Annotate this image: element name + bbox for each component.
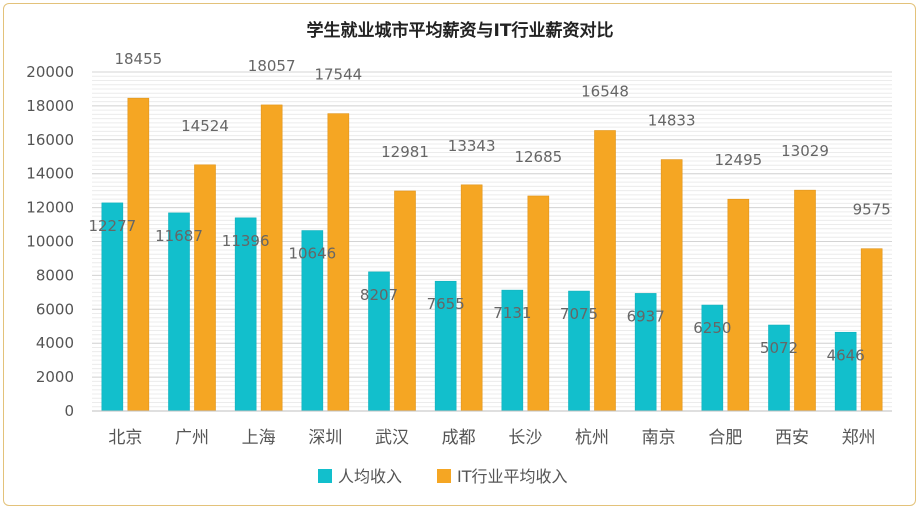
y-tick-label: 12000 — [26, 199, 74, 217]
y-tick-label: 16000 — [26, 131, 74, 149]
legend-swatch-it-income — [437, 469, 451, 483]
bar-it-income — [728, 199, 749, 411]
data-label-avg-income: 7075 — [560, 305, 598, 323]
y-tick-label: 2000 — [36, 368, 74, 386]
bar-avg-income — [769, 325, 790, 411]
x-tick-label: 西安 — [775, 428, 809, 448]
data-label-avg-income: 8207 — [360, 286, 398, 304]
data-label-it-income: 14833 — [648, 112, 696, 130]
data-label-it-income: 12495 — [714, 151, 762, 169]
legend: 人均收入 IT行业平均收入 — [318, 467, 568, 486]
data-label-it-income: 12685 — [514, 148, 562, 166]
data-label-avg-income: 10646 — [288, 245, 336, 263]
data-label-it-income: 14524 — [181, 117, 229, 135]
data-label-it-income: 13343 — [448, 137, 496, 155]
x-tick-label: 南京 — [642, 428, 676, 448]
y-tick-label: 8000 — [36, 266, 74, 284]
x-tick-label: 长沙 — [508, 428, 542, 448]
data-label-it-income: 12981 — [381, 143, 429, 161]
y-axis: 0 2000 4000 6000 8000 10000 12000 14000 16000 180… — [26, 63, 74, 420]
bar-it-income — [261, 105, 282, 411]
bar-it-income — [128, 98, 149, 411]
data-label-avg-income: 7655 — [427, 295, 465, 313]
bar-it-income — [795, 190, 816, 411]
bar-it-income — [595, 131, 616, 411]
x-tick-label: 深圳 — [308, 428, 342, 448]
x-tick-label: 合肥 — [708, 428, 742, 448]
x-tick-label: 武汉 — [375, 428, 409, 448]
y-tick-label: 4000 — [36, 334, 74, 352]
data-label-avg-income: 6250 — [693, 319, 731, 337]
x-tick-label: 上海 — [242, 428, 276, 448]
data-label-avg-income: 5072 — [760, 339, 798, 357]
data-label-it-income: 9575 — [853, 201, 891, 219]
legend-swatch-avg-income — [318, 469, 332, 483]
y-tick-label: 14000 — [26, 165, 74, 183]
bar-avg-income — [835, 332, 856, 411]
data-label-avg-income: 12277 — [88, 217, 136, 235]
legend-label-it-income: IT行业平均收入 — [457, 467, 568, 486]
y-tick-label: 0 — [64, 402, 74, 420]
data-label-it-income: 18057 — [248, 57, 296, 75]
x-tick-label: 郑州 — [842, 428, 876, 448]
bar-it-income — [195, 165, 216, 411]
x-tick-label: 广州 — [175, 428, 209, 448]
x-tick-label: 杭州 — [575, 428, 609, 448]
data-label-it-income: 16548 — [581, 83, 629, 101]
data-label-avg-income: 4646 — [827, 346, 865, 364]
y-tick-label: 20000 — [26, 63, 74, 81]
data-label-it-income: 18455 — [114, 50, 162, 68]
data-label-avg-income: 11687 — [155, 227, 203, 245]
bar-it-income — [661, 160, 682, 411]
data-label-avg-income: 11396 — [222, 232, 270, 250]
chart-canvas: 学生就业城市平均薪资与IT行业薪资对比 0 2000 4000 6000 8000 100… — [4, 4, 916, 506]
y-tick-label: 6000 — [36, 300, 74, 318]
y-tick-label: 18000 — [26, 97, 74, 115]
chart-title: 学生就业城市平均薪资与IT行业薪资对比 — [307, 20, 614, 41]
y-tick-label: 10000 — [26, 233, 74, 251]
data-label-it-income: 13029 — [781, 142, 829, 160]
data-label-avg-income: 7131 — [493, 304, 531, 322]
legend-label-avg-income: 人均收入 — [338, 467, 402, 486]
bar-it-income — [861, 249, 882, 411]
data-label-it-income: 17544 — [314, 66, 362, 84]
data-label-avg-income: 6937 — [627, 307, 665, 325]
x-tick-label: 成都 — [442, 428, 476, 448]
x-axis: 北京 广州 上海 深圳 武汉 成都 长沙 杭州 南京 合肥 西安 郑州 — [92, 411, 892, 448]
chart-frame: 学生就业城市平均薪资与IT行业薪资对比 0 2000 4000 6000 8000 100… — [3, 3, 916, 506]
x-tick-label: 北京 — [108, 428, 142, 448]
